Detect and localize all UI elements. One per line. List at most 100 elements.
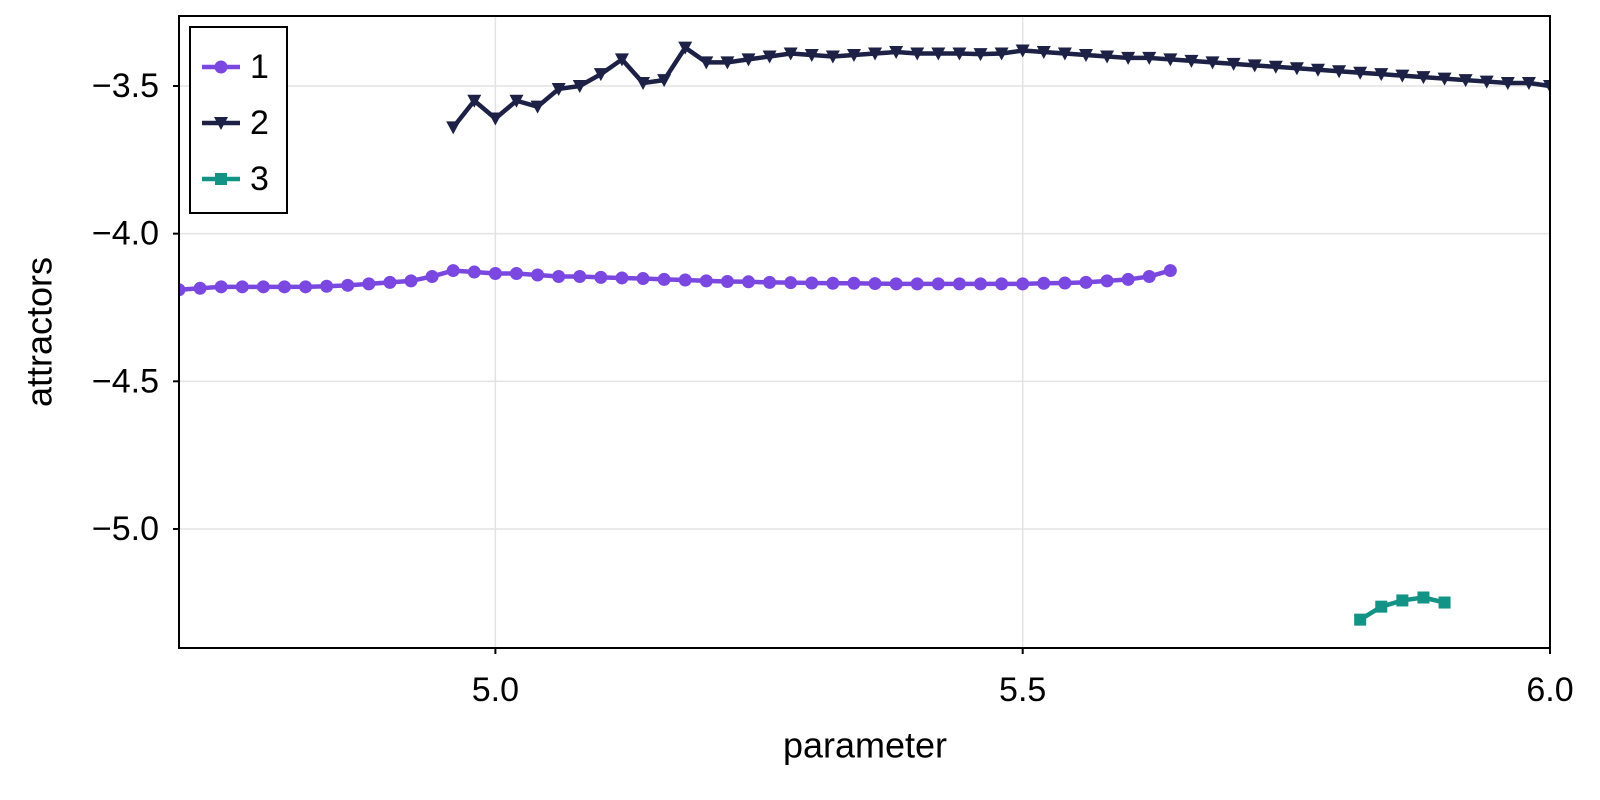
point [1354, 613, 1367, 626]
point [1079, 275, 1093, 289]
point [974, 277, 988, 291]
point [551, 82, 566, 96]
point [1437, 72, 1452, 86]
point [889, 277, 903, 291]
point [1375, 600, 1388, 613]
point [509, 267, 523, 281]
point [594, 270, 608, 284]
point [699, 274, 713, 288]
point [783, 47, 798, 61]
point [720, 56, 735, 70]
point [994, 47, 1009, 61]
point [1458, 74, 1473, 88]
point [1037, 276, 1051, 290]
y-tick-label: −4.5 [92, 362, 159, 400]
point [1078, 48, 1093, 62]
point [784, 276, 798, 290]
point [1521, 77, 1536, 91]
point [826, 276, 840, 290]
point [910, 277, 924, 291]
point [1057, 47, 1072, 61]
point [256, 280, 270, 294]
point [931, 277, 945, 291]
point [404, 274, 418, 288]
point [868, 47, 883, 61]
point [1310, 63, 1325, 77]
point [741, 275, 755, 289]
point [762, 50, 777, 64]
axes: 5.0 5.5 6.0 −3.5 −4.0 −4.5 −5.0 [92, 67, 1574, 709]
point [214, 60, 228, 74]
legend: 1 2 3 [189, 26, 288, 214]
point [1416, 71, 1431, 85]
legend-label: 1 [250, 48, 269, 86]
x-tick-label: 6.0 [1526, 671, 1573, 709]
point [214, 280, 228, 294]
point [805, 276, 819, 290]
point [868, 277, 882, 291]
point [1142, 51, 1157, 65]
point [531, 268, 545, 282]
y-axis-label: attractors [19, 257, 60, 407]
point [1500, 77, 1515, 91]
point [657, 74, 672, 88]
point [889, 46, 904, 60]
point [1100, 50, 1115, 64]
point [488, 112, 503, 126]
x-tick-label: 5.0 [472, 671, 519, 709]
point [699, 56, 714, 70]
point [509, 94, 524, 108]
point [552, 269, 566, 283]
point [1479, 75, 1494, 89]
legend-label: 3 [250, 160, 269, 198]
point [446, 264, 460, 278]
point [530, 100, 545, 114]
point [341, 278, 355, 292]
point [1121, 272, 1135, 286]
point [1438, 596, 1451, 609]
point [572, 79, 587, 93]
point [973, 48, 988, 62]
point [1142, 269, 1156, 283]
point [362, 277, 376, 291]
point [1417, 591, 1430, 604]
point [1016, 277, 1030, 291]
point [215, 173, 227, 185]
point [446, 121, 461, 135]
point [952, 47, 967, 61]
point [657, 272, 671, 286]
point [1353, 66, 1368, 80]
y-tick-label: −5.0 [92, 510, 159, 548]
point [1332, 65, 1347, 79]
point [193, 281, 207, 295]
legend-box [189, 26, 288, 214]
point [1184, 54, 1199, 68]
point [1268, 60, 1283, 74]
point [1374, 68, 1389, 82]
point [488, 267, 502, 281]
point [678, 41, 693, 55]
point [1036, 46, 1051, 60]
x-tick-label: 5.5 [999, 671, 1046, 709]
legend-label: 2 [250, 104, 269, 142]
point [1205, 56, 1220, 70]
x-axis-label: parameter [783, 725, 947, 766]
point [425, 269, 439, 283]
point [825, 50, 840, 64]
point [1226, 57, 1241, 71]
point [910, 47, 925, 61]
point [1100, 274, 1114, 288]
point [1396, 594, 1409, 607]
point [277, 280, 291, 294]
point [1289, 62, 1304, 76]
point [846, 48, 861, 62]
point [1395, 69, 1410, 83]
point [678, 273, 692, 287]
point [235, 280, 249, 294]
y-tick-label: −3.5 [92, 67, 159, 105]
point [720, 274, 734, 288]
plot-frame [178, 15, 1551, 649]
point [741, 53, 756, 67]
point [467, 265, 481, 279]
